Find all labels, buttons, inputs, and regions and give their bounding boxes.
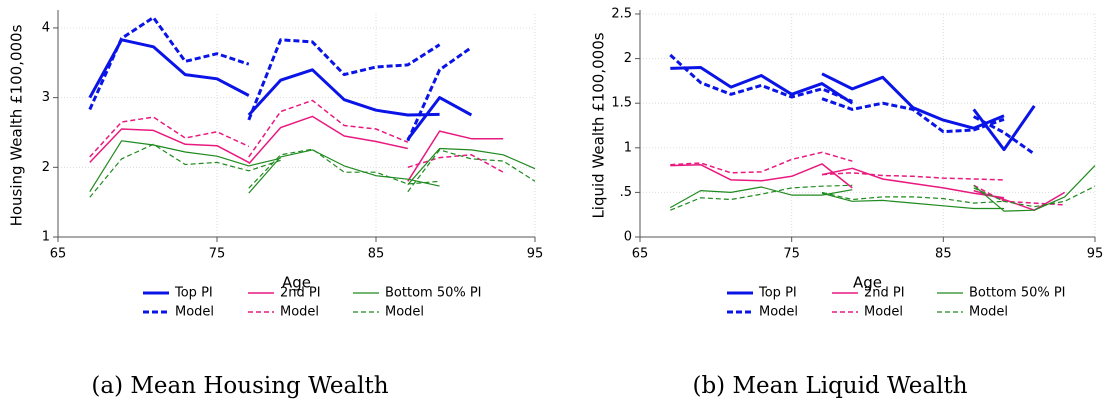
series-line [669,53,1036,156]
x-tick-label: 95 [1087,247,1104,262]
series-line [89,143,536,198]
x-axis-title: Age [853,274,882,292]
series-line [670,163,1066,211]
y-tick-label: 2.5 [611,7,632,22]
y-axis-title: Liquid Wealth £100,000s [590,32,608,218]
legend-label: Model [175,305,214,320]
caption: (a) Mean Housing Wealth [91,373,388,399]
x-tick-label: 95 [527,247,544,262]
y-tick-label: 0 [624,230,632,245]
series-line [89,99,504,173]
series-line [670,184,1096,211]
y-tick-label: 1 [624,140,632,155]
y-axis-title: Housing Wealth £100,000s [8,24,26,226]
legend-label: Top PI [758,286,797,301]
legend-label: Model [759,305,798,320]
legend-label: Bottom 50% PI [385,286,482,301]
series-line [88,16,473,142]
y-tick-label: .5 [620,185,632,200]
series-line [670,151,1065,206]
x-tick-label: 85 [935,247,952,262]
x-tick-label: 65 [632,247,649,262]
y-tick-label: 3 [42,90,50,105]
series-line [670,165,1096,212]
legend-label: Model [280,305,319,320]
caption: (b) Mean Liquid Wealth [692,373,967,399]
series-line [89,115,504,182]
legend-label: 2nd PI [280,286,321,301]
legend-label: Model [385,305,424,320]
legend-label: Model [969,305,1008,320]
legend-label: 2nd PI [864,286,905,301]
x-tick-label: 75 [209,247,226,262]
x-tick-label: 75 [783,247,800,262]
y-tick-label: 2 [624,51,632,66]
y-tick-label: 1 [42,230,50,245]
series-line [88,38,473,141]
y-tick-label: 4 [42,20,50,35]
x-axis-title: Age [282,274,311,292]
legend-label: Model [864,305,903,320]
x-tick-label: 65 [50,247,67,262]
legend-label: Top PI [174,286,213,301]
y-tick-label: 1.5 [611,96,632,111]
series-line [89,140,536,194]
x-tick-label: 85 [368,247,385,262]
legend-label: Bottom 50% PI [969,286,1066,301]
y-tick-label: 2 [42,160,50,175]
